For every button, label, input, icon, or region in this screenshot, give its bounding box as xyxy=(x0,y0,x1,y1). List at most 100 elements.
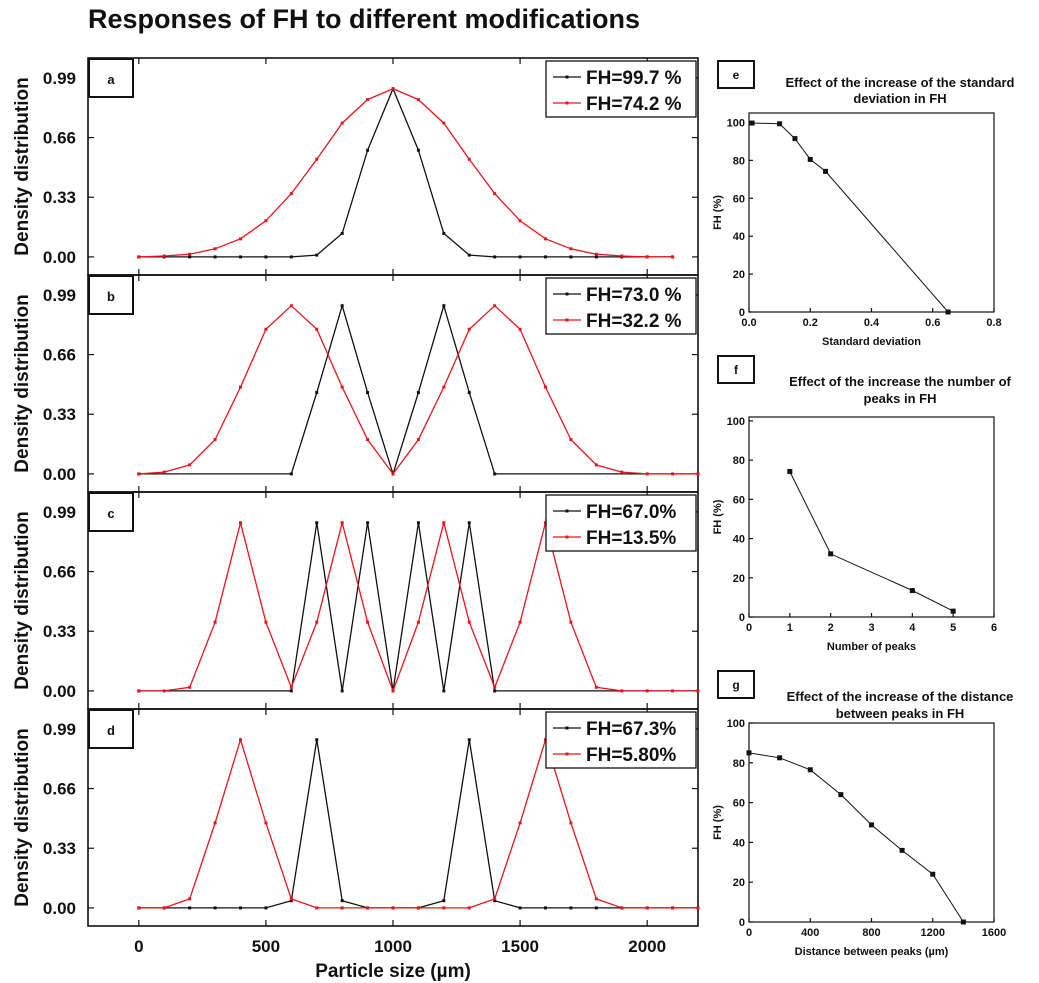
legend-swatch-marker xyxy=(565,75,569,79)
data-point xyxy=(366,391,370,395)
x-tick-label: 800 xyxy=(862,927,880,939)
data-point xyxy=(416,98,420,102)
data-point xyxy=(416,521,420,525)
data-point xyxy=(442,906,446,910)
legend-swatch-marker xyxy=(565,726,569,730)
data-point xyxy=(493,897,497,901)
data-point xyxy=(188,906,192,910)
x-tick-label: 2 xyxy=(828,622,834,634)
y-tick-label: 60 xyxy=(733,494,745,506)
data-point xyxy=(315,906,319,910)
data-point xyxy=(340,385,344,389)
y-tick-label: 20 xyxy=(733,573,745,585)
data-point xyxy=(315,521,319,525)
data-point xyxy=(442,521,446,525)
data-point xyxy=(213,247,217,251)
y-tick-label: 0.66 xyxy=(43,563,76,582)
data-point xyxy=(792,136,798,142)
y-axis-label: Density distribution xyxy=(12,728,33,906)
legend-label: FH=73.0 % xyxy=(586,285,682,306)
data-point xyxy=(544,385,547,389)
panel-label-box xyxy=(717,355,755,384)
y-axis-label: Density distribution xyxy=(12,294,33,472)
y-tick-label: 80 xyxy=(733,155,745,167)
data-point xyxy=(213,620,217,624)
data-point xyxy=(264,620,268,624)
data-point xyxy=(467,327,471,331)
data-point xyxy=(518,219,522,223)
data-point xyxy=(264,906,268,910)
data-point xyxy=(807,767,813,773)
data-point xyxy=(391,906,395,910)
data-point xyxy=(188,255,192,259)
data-point xyxy=(442,899,446,903)
legend-swatch-marker xyxy=(565,509,569,513)
data-point xyxy=(391,87,395,91)
y-axis-label: Density distribution xyxy=(12,77,33,255)
data-point xyxy=(239,255,242,259)
data-point xyxy=(696,472,700,476)
panel-label-box xyxy=(717,670,755,699)
data-point xyxy=(594,906,598,910)
data-point xyxy=(315,157,319,161)
panel-label: e xyxy=(733,68,740,82)
data-point xyxy=(289,899,293,903)
y-axis-label: FH (%) xyxy=(712,805,724,840)
data-point xyxy=(645,689,649,693)
data-point xyxy=(264,821,268,825)
data-point xyxy=(645,906,649,910)
data-point xyxy=(620,906,624,910)
data-point xyxy=(749,120,755,126)
y-tick-label: 0.66 xyxy=(43,346,76,365)
x-tick-label: 0.6 xyxy=(925,317,940,329)
y-tick-label: 0.33 xyxy=(43,405,76,424)
y-tick-label: 0.00 xyxy=(43,682,76,701)
plot-frame xyxy=(748,416,995,618)
data-point xyxy=(594,897,598,901)
data-point xyxy=(569,255,573,259)
data-point xyxy=(518,255,522,259)
legend-label: FH=74.2 % xyxy=(586,94,682,115)
data-point xyxy=(493,304,497,308)
data-point xyxy=(340,899,344,903)
y-tick-label: 0.66 xyxy=(43,780,76,799)
plot-frame xyxy=(748,112,995,313)
panel-label-box xyxy=(88,275,134,315)
data-point xyxy=(239,237,242,241)
y-tick-label: 100 xyxy=(727,416,745,428)
data-point xyxy=(493,899,497,903)
data-point xyxy=(315,253,319,257)
data-point xyxy=(777,121,783,127)
legend-label: FH=67.3% xyxy=(586,719,676,740)
data-point xyxy=(620,689,624,693)
data-point xyxy=(340,521,344,525)
data-point xyxy=(671,255,675,259)
x-axis-label: Number of peaks xyxy=(827,641,916,653)
data-point xyxy=(930,871,936,877)
data-point xyxy=(696,906,700,910)
legend-label: FH=13.5% xyxy=(586,528,676,549)
y-tick-label: 0.00 xyxy=(43,899,76,918)
data-point xyxy=(188,252,192,256)
data-point xyxy=(289,255,293,259)
panel-label: g xyxy=(732,678,739,692)
series-line-1 xyxy=(749,752,964,922)
data-point xyxy=(366,521,370,525)
data-point xyxy=(838,792,844,798)
data-point xyxy=(467,253,471,257)
data-point xyxy=(594,255,598,259)
x-tick-label: 0.2 xyxy=(803,317,818,329)
panel-d: 0.00 0.33 0.66 0.99 0 500 1000 1500 2000 Density … xyxy=(12,708,700,982)
data-point xyxy=(137,689,141,693)
data-point xyxy=(569,247,573,251)
data-point xyxy=(493,192,497,196)
y-tick-label: 0.33 xyxy=(43,839,76,858)
x-tick-label: 0 xyxy=(134,937,143,956)
data-point xyxy=(340,689,344,693)
data-point xyxy=(442,121,446,125)
x-tick-label: 1200 xyxy=(921,927,945,939)
y-tick-label: 80 xyxy=(733,758,745,770)
x-tick-label: 3 xyxy=(868,622,874,634)
y-tick-label: 0.99 xyxy=(43,286,76,305)
